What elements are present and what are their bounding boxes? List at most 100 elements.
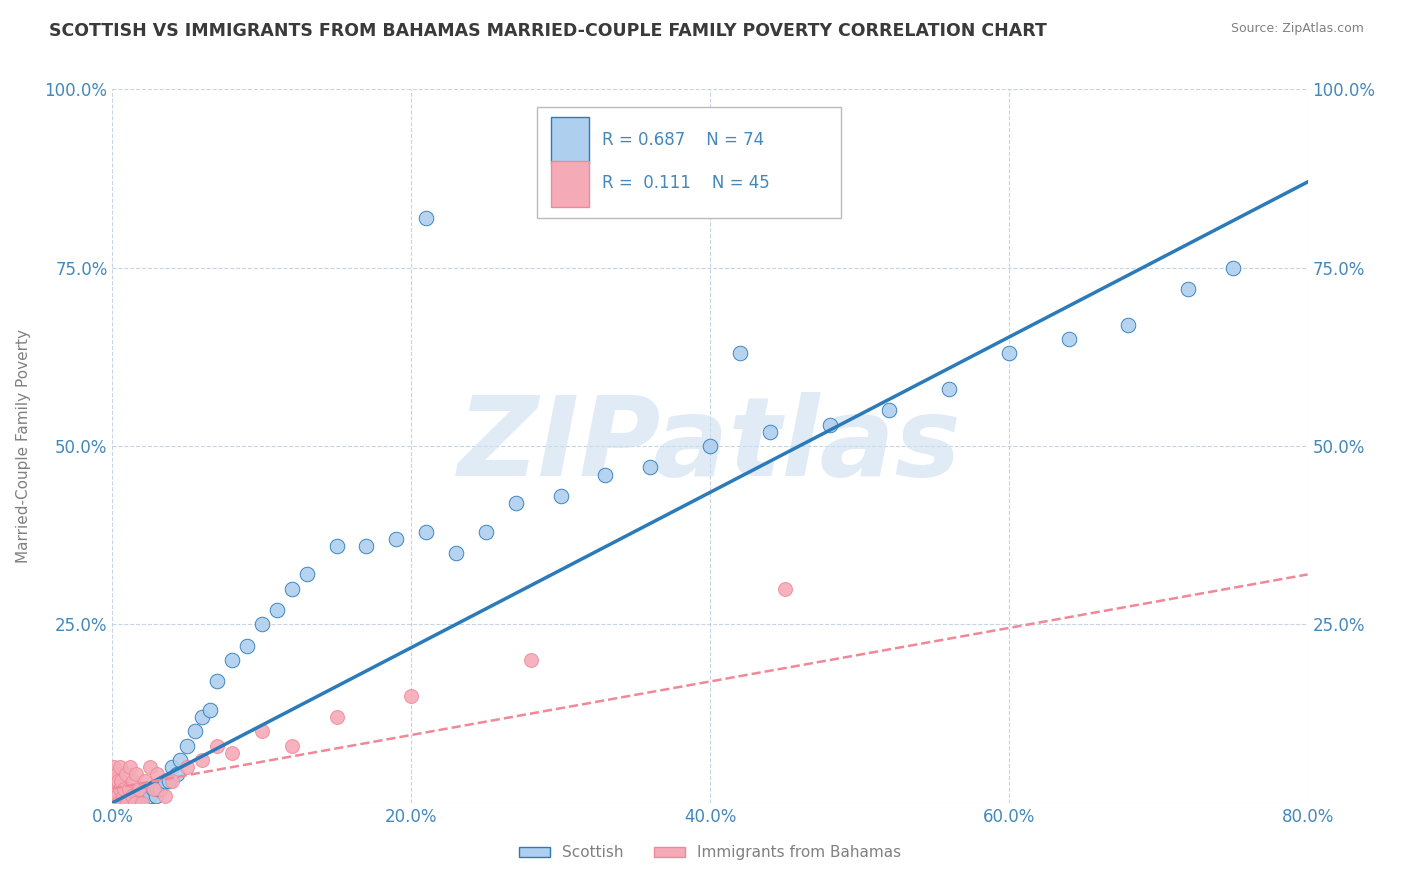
Point [135,796,157,810]
Point [444,546,467,560]
Point [110,796,132,810]
Point [111,789,134,803]
Point [1057,332,1080,346]
Point [122,789,145,803]
Point [108,796,131,810]
Point [125,767,148,781]
Point [157,774,180,789]
Point [103,796,125,810]
Point [131,796,153,810]
Point [118,781,141,796]
Point [107,796,129,810]
Point [176,760,198,774]
Point [110,796,132,810]
Point [818,417,841,432]
Legend: Scottish, Immigrants from Bahamas: Scottish, Immigrants from Bahamas [513,839,907,866]
Point [415,211,437,225]
Point [191,710,214,724]
FancyBboxPatch shape [537,107,842,218]
Point [117,789,139,803]
Text: R = 0.687    N = 74: R = 0.687 N = 74 [603,131,765,149]
Point [143,781,166,796]
Point [221,653,243,667]
Point [221,746,243,760]
Point [111,796,134,810]
Point [103,760,125,774]
Point [124,796,146,810]
Text: SCOTTISH VS IMMIGRANTS FROM BAHAMAS MARRIED-COUPLE FAMILY POVERTY CORRELATION CH: SCOTTISH VS IMMIGRANTS FROM BAHAMAS MARR… [49,22,1047,40]
Point [101,767,124,781]
Point [124,796,146,810]
Point [104,796,127,810]
Point [191,753,214,767]
Point [998,346,1021,360]
Point [101,796,124,810]
Point [139,760,162,774]
Point [198,703,221,717]
Point [114,796,135,810]
Point [104,789,127,803]
Point [699,439,721,453]
Point [134,796,156,810]
Point [325,539,347,553]
Point [108,760,131,774]
Text: R =  0.111    N = 45: R = 0.111 N = 45 [603,175,770,193]
Point [111,789,134,803]
Point [103,796,125,810]
Point [110,796,132,810]
Point [108,789,131,803]
Point [103,781,125,796]
Point [128,781,150,796]
Point [550,489,572,503]
Point [401,689,423,703]
Point [250,617,273,632]
Point [146,767,169,781]
Point [120,796,142,810]
Point [105,796,128,810]
Point [205,674,228,689]
Point [142,781,165,796]
Point [356,539,378,553]
Point [205,739,228,753]
Point [759,425,782,439]
Point [105,796,128,810]
Point [295,567,318,582]
Point [183,724,205,739]
Point [122,774,145,789]
Point [1222,260,1244,275]
Text: ZIPatlas: ZIPatlas [458,392,962,500]
FancyBboxPatch shape [551,117,589,163]
Point [103,789,125,803]
Point [104,796,127,810]
Point [1177,282,1199,296]
Point [415,524,437,539]
Point [115,767,138,781]
Point [475,524,498,539]
FancyBboxPatch shape [551,161,589,207]
Point [146,781,169,796]
Point [640,460,662,475]
Point [121,796,143,810]
Point [153,774,176,789]
Point [153,789,176,803]
Point [110,774,132,789]
Point [266,603,288,617]
Point [879,403,901,417]
Point [145,789,167,803]
Point [595,467,617,482]
Point [385,532,408,546]
Text: Source: ZipAtlas.com: Source: ZipAtlas.com [1230,22,1364,36]
Point [149,781,172,796]
Point [128,789,150,803]
Point [101,781,124,796]
Point [250,724,273,739]
Point [938,382,960,396]
Point [162,760,183,774]
Point [1118,318,1140,332]
Point [107,796,129,810]
Point [281,739,304,753]
Point [120,760,142,774]
Point [134,774,156,789]
Point [118,796,141,810]
Point [117,796,139,810]
